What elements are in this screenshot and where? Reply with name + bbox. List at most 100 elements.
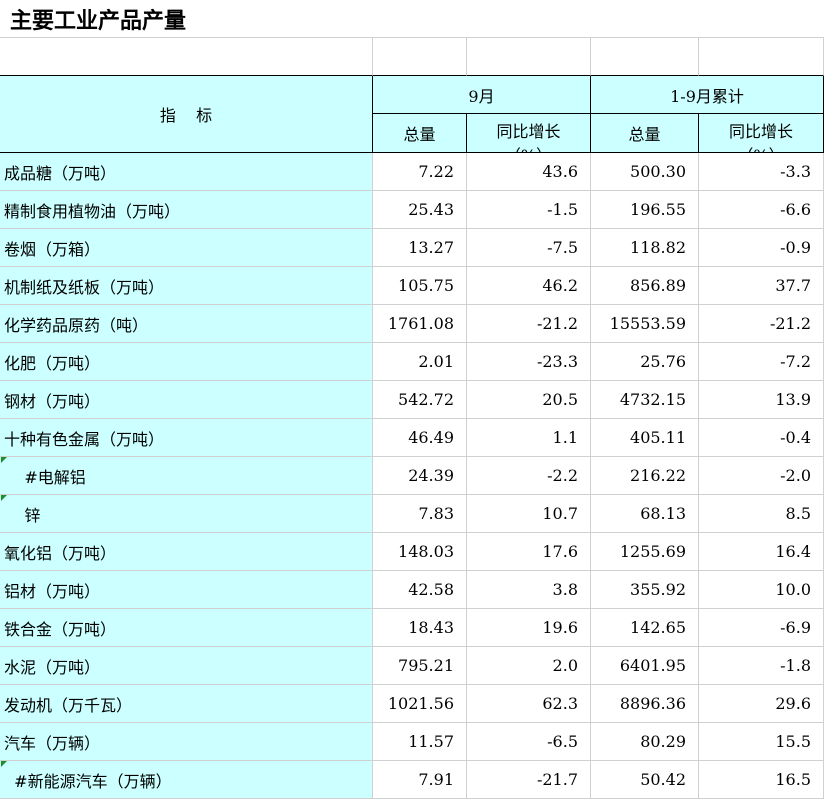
value-cell: -1.5 — [467, 191, 591, 229]
value-cell: 355.92 — [591, 571, 699, 609]
value-cell: 17.6 — [467, 533, 591, 571]
value-cell: -2.0 — [699, 457, 824, 495]
column-header: 同比增长（%） — [467, 114, 591, 153]
value-cell: 105.75 — [373, 267, 467, 305]
row-label: 水泥（万吨） — [0, 647, 373, 685]
empty-cell — [0, 38, 373, 76]
value-cell: 18.43 — [373, 609, 467, 647]
value-cell: 216.22 — [591, 457, 699, 495]
value-cell: 19.6 — [467, 609, 591, 647]
value-cell: 50.42 — [591, 761, 699, 799]
row-label: 氧化铝（万吨） — [0, 533, 373, 571]
value-cell: 46.49 — [373, 419, 467, 457]
row-label: 化肥（万吨） — [0, 343, 373, 381]
value-cell: 1.1 — [467, 419, 591, 457]
value-cell: 6401.95 — [591, 647, 699, 685]
value-cell: 8.5 — [699, 495, 824, 533]
group-header: 1-9月累计 — [591, 76, 824, 114]
value-cell: 7.91 — [373, 761, 467, 799]
value-cell: 2.01 — [373, 343, 467, 381]
row-label: 铁合金（万吨） — [0, 609, 373, 647]
value-cell: -21.2 — [467, 305, 591, 343]
value-cell: -7.5 — [467, 229, 591, 267]
row-label: 铝材（万吨） — [0, 571, 373, 609]
value-cell: -0.9 — [699, 229, 824, 267]
value-cell: 16.4 — [699, 533, 824, 571]
value-cell: 25.43 — [373, 191, 467, 229]
value-cell: 10.0 — [699, 571, 824, 609]
value-cell: 43.6 — [467, 153, 591, 191]
value-cell: 62.3 — [467, 685, 591, 723]
value-cell: -23.3 — [467, 343, 591, 381]
value-cell: 24.39 — [373, 457, 467, 495]
value-cell: 542.72 — [373, 381, 467, 419]
cell-marker — [1, 761, 7, 767]
column-header: 总量 — [591, 114, 699, 153]
value-cell: 16.5 — [699, 761, 824, 799]
row-label: #新能源汽车（万辆） — [0, 761, 373, 799]
value-cell: 795.21 — [373, 647, 467, 685]
empty-cell — [373, 38, 467, 76]
row-label: 发动机（万千瓦） — [0, 685, 373, 723]
value-cell: 46.2 — [467, 267, 591, 305]
value-cell: 7.22 — [373, 153, 467, 191]
empty-cell — [591, 38, 699, 76]
value-cell: 1761.08 — [373, 305, 467, 343]
value-cell: 20.5 — [467, 381, 591, 419]
value-cell: 196.55 — [591, 191, 699, 229]
value-cell: 500.30 — [591, 153, 699, 191]
cell-marker — [1, 457, 7, 463]
cell-marker — [1, 495, 7, 501]
value-cell: 42.58 — [373, 571, 467, 609]
value-cell: -21.2 — [699, 305, 824, 343]
sheet-title: 主要工业产品产量 — [0, 0, 824, 38]
value-cell: 10.7 — [467, 495, 591, 533]
row-label: 化学药品原药（吨） — [0, 305, 373, 343]
value-cell: 11.57 — [373, 723, 467, 761]
empty-cell — [467, 38, 591, 76]
value-cell: -6.9 — [699, 609, 824, 647]
row-label: 汽车（万辆） — [0, 723, 373, 761]
value-cell: 8896.36 — [591, 685, 699, 723]
value-cell: 25.76 — [591, 343, 699, 381]
value-cell: -2.2 — [467, 457, 591, 495]
row-label: 精制食用植物油（万吨） — [0, 191, 373, 229]
value-cell: 405.11 — [591, 419, 699, 457]
row-label: 钢材（万吨） — [0, 381, 373, 419]
empty-cell — [699, 38, 824, 76]
value-cell: 68.13 — [591, 495, 699, 533]
value-cell: 15.5 — [699, 723, 824, 761]
value-cell: 4732.15 — [591, 381, 699, 419]
value-cell: -7.2 — [699, 343, 824, 381]
value-cell: 2.0 — [467, 647, 591, 685]
row-label: 卷烟（万箱） — [0, 229, 373, 267]
row-label: 机制纸及纸板（万吨） — [0, 267, 373, 305]
column-header: 同比增长（%） — [699, 114, 824, 153]
value-cell: -0.4 — [699, 419, 824, 457]
row-label: 锌 — [0, 495, 373, 533]
row-label: #电解铝 — [0, 457, 373, 495]
value-cell: 1255.69 — [591, 533, 699, 571]
column-header: 总量 — [373, 114, 467, 153]
value-cell: -3.3 — [699, 153, 824, 191]
value-cell: -6.5 — [467, 723, 591, 761]
value-cell: 13.9 — [699, 381, 824, 419]
row-label: 成品糖（万吨） — [0, 153, 373, 191]
value-cell: 142.65 — [591, 609, 699, 647]
value-cell: 29.6 — [699, 685, 824, 723]
indicator-header: 指 标 — [0, 76, 373, 153]
value-cell: 7.83 — [373, 495, 467, 533]
value-cell: 15553.59 — [591, 305, 699, 343]
value-cell: 13.27 — [373, 229, 467, 267]
value-cell: 856.89 — [591, 267, 699, 305]
group-header: 9月 — [373, 76, 591, 114]
value-cell: 118.82 — [591, 229, 699, 267]
value-cell: 148.03 — [373, 533, 467, 571]
row-label: 十种有色金属（万吨） — [0, 419, 373, 457]
value-cell: 1021.56 — [373, 685, 467, 723]
value-cell: -6.6 — [699, 191, 824, 229]
value-cell: 80.29 — [591, 723, 699, 761]
value-cell: -1.8 — [699, 647, 824, 685]
value-cell: 37.7 — [699, 267, 824, 305]
